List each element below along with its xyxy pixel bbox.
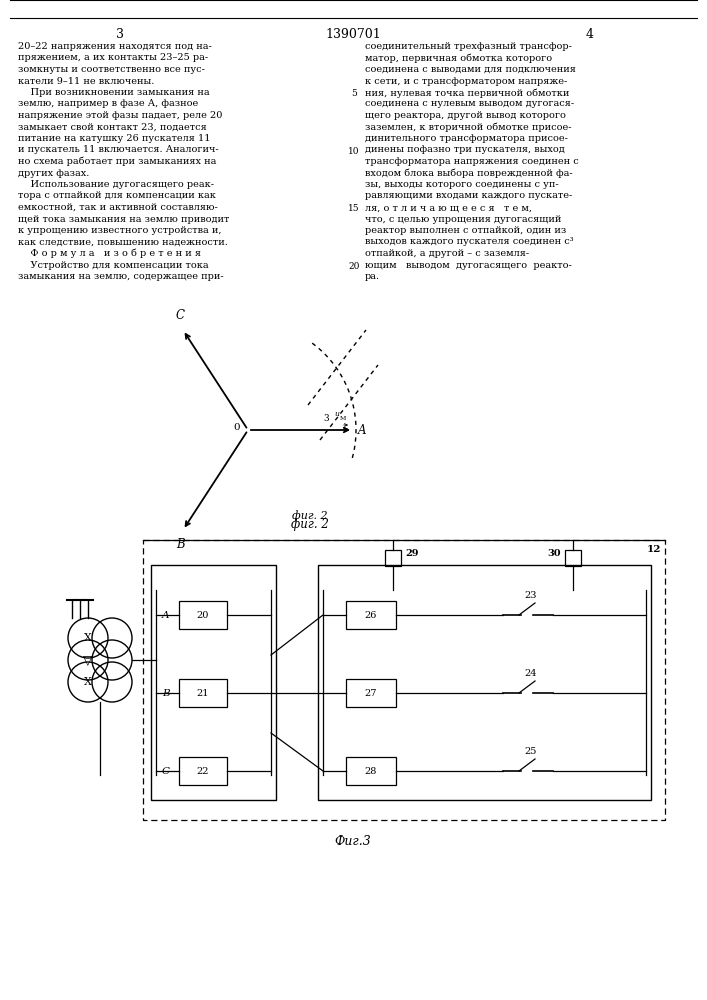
Text: Фиг.3: Фиг.3 bbox=[334, 835, 371, 848]
Text: ля, о т л и ч а ю щ е е с я   т е м,: ля, о т л и ч а ю щ е е с я т е м, bbox=[365, 203, 532, 212]
Text: 5: 5 bbox=[351, 89, 357, 98]
Text: 20: 20 bbox=[197, 610, 209, 619]
Text: 12: 12 bbox=[646, 545, 661, 554]
Text: B: B bbox=[162, 688, 170, 698]
Bar bbox=[318, 565, 651, 800]
Bar bbox=[179, 679, 227, 707]
Text: ющим   выводом  дугогасящего  реакто-: ющим выводом дугогасящего реакто- bbox=[365, 260, 572, 269]
Text: Устройство для компенсации тока: Устройство для компенсации тока bbox=[18, 260, 209, 269]
Text: динены пофазно три пускателя, выход: динены пофазно три пускателя, выход bbox=[365, 145, 565, 154]
Text: но схема работает при замыканиях на: но схема работает при замыканиях на bbox=[18, 157, 216, 166]
Text: X: X bbox=[84, 633, 92, 643]
Text: М: М bbox=[340, 416, 346, 421]
Text: реактор выполнен с отпайкой, один из: реактор выполнен с отпайкой, один из bbox=[365, 226, 566, 235]
Text: 20–22 напряжения находятся под на-: 20–22 напряжения находятся под на- bbox=[18, 42, 212, 51]
Text: пряжением, а их контакты 23–25 ра-: пряжением, а их контакты 23–25 ра- bbox=[18, 53, 208, 62]
Text: 0: 0 bbox=[233, 422, 240, 432]
Text: и пускатель 11 включается. Аналогич-: и пускатель 11 включается. Аналогич- bbox=[18, 145, 218, 154]
Text: к упрощению известного устройства и,: к упрощению известного устройства и, bbox=[18, 226, 221, 235]
Text: матор, первичная обмотка которого: матор, первичная обмотка которого bbox=[365, 53, 552, 63]
Text: напряжение этой фазы падает, реле 20: напряжение этой фазы падает, реле 20 bbox=[18, 111, 223, 120]
Bar bbox=[346, 679, 396, 707]
Text: 27: 27 bbox=[365, 688, 378, 698]
Text: щей тока замыкания на землю приводит: щей тока замыкания на землю приводит bbox=[18, 215, 229, 224]
Text: 21: 21 bbox=[197, 688, 209, 698]
Text: питание на катушку 26 пускателя 11: питание на катушку 26 пускателя 11 bbox=[18, 134, 211, 143]
Text: землю, например в фазе А, фазное: землю, например в фазе А, фазное bbox=[18, 100, 198, 108]
Text: B: B bbox=[175, 538, 185, 551]
Text: 1390701: 1390701 bbox=[325, 28, 381, 41]
Bar bbox=[143, 540, 665, 820]
Text: 15: 15 bbox=[348, 204, 360, 213]
Text: Использование дугогасящего реак-: Использование дугогасящего реак- bbox=[18, 180, 214, 189]
Text: 22: 22 bbox=[197, 766, 209, 776]
Text: зы, выходы которого соединены с уп-: зы, выходы которого соединены с уп- bbox=[365, 180, 559, 189]
Bar bbox=[179, 601, 227, 629]
Text: A: A bbox=[358, 424, 366, 436]
Text: ния, нулевая точка первичной обмотки: ния, нулевая точка первичной обмотки bbox=[365, 88, 569, 98]
Text: 20: 20 bbox=[349, 262, 360, 271]
Text: C: C bbox=[162, 766, 170, 776]
Text: трансформатора напряжения соединен с: трансформатора напряжения соединен с bbox=[365, 157, 579, 166]
Text: ра.: ра. bbox=[365, 272, 380, 281]
Text: входом блока выбора поврежденной фа-: входом блока выбора поврежденной фа- bbox=[365, 168, 573, 178]
Text: 29: 29 bbox=[405, 550, 419, 558]
Bar bbox=[385, 550, 401, 566]
Text: фиг. 2: фиг. 2 bbox=[292, 510, 328, 521]
Bar bbox=[346, 601, 396, 629]
Text: катели 9–11 не включены.: катели 9–11 не включены. bbox=[18, 77, 154, 86]
Text: что, с целью упрощения дугогасящий: что, с целью упрощения дугогасящий bbox=[365, 215, 561, 224]
Text: 28: 28 bbox=[365, 766, 378, 776]
Text: u: u bbox=[334, 410, 339, 418]
Text: заземлен, к вторичной обмотке присое-: заземлен, к вторичной обмотке присое- bbox=[365, 122, 571, 132]
Text: 3: 3 bbox=[116, 28, 124, 41]
Text: соединена с выводами для подключения: соединена с выводами для подключения bbox=[365, 65, 576, 74]
Bar bbox=[151, 565, 276, 800]
Bar bbox=[346, 757, 396, 785]
Text: других фазах.: других фазах. bbox=[18, 168, 89, 178]
Text: выходов каждого пускателя соединен с³: выходов каждого пускателя соединен с³ bbox=[365, 237, 573, 246]
Text: емкостной, так и активной составляю-: емкостной, так и активной составляю- bbox=[18, 203, 218, 212]
Text: X: X bbox=[84, 677, 92, 687]
Text: C: C bbox=[175, 309, 185, 322]
Text: равляющими входами каждого пускате-: равляющими входами каждого пускате- bbox=[365, 192, 572, 200]
Text: 4: 4 bbox=[586, 28, 594, 41]
Text: отпайкой, а другой – с заземля-: отпайкой, а другой – с заземля- bbox=[365, 249, 529, 258]
Text: 30: 30 bbox=[547, 550, 561, 558]
Text: фиг. 2: фиг. 2 bbox=[291, 518, 329, 531]
Text: тора с отпайкой для компенсации как: тора с отпайкой для компенсации как bbox=[18, 192, 216, 200]
Text: замыкает свой контакт 23, подается: замыкает свой контакт 23, подается bbox=[18, 122, 206, 131]
Bar bbox=[179, 757, 227, 785]
Text: как следствие, повышению надежности.: как следствие, повышению надежности. bbox=[18, 237, 228, 246]
Text: ▽: ▽ bbox=[83, 654, 93, 666]
Text: замыкания на землю, содержащее при-: замыкания на землю, содержащее при- bbox=[18, 272, 223, 281]
Text: 23: 23 bbox=[525, 591, 537, 600]
Text: 10: 10 bbox=[349, 147, 360, 156]
Text: зомкнуты и соответственно все пус-: зомкнуты и соответственно все пус- bbox=[18, 65, 205, 74]
Text: к сети, и с трансформатором напряже-: к сети, и с трансформатором напряже- bbox=[365, 77, 567, 86]
Text: 25: 25 bbox=[525, 747, 537, 756]
Text: соединительный трехфазный трансфор-: соединительный трехфазный трансфор- bbox=[365, 42, 572, 51]
Text: 26: 26 bbox=[365, 610, 378, 619]
Text: При возникновении замыкания на: При возникновении замыкания на bbox=[18, 88, 209, 97]
Text: динительного трансформатора присое-: динительного трансформатора присое- bbox=[365, 134, 568, 143]
Text: соединена с нулевым выводом дугогася-: соединена с нулевым выводом дугогася- bbox=[365, 100, 574, 108]
Text: 3: 3 bbox=[323, 414, 329, 423]
Text: Ф о р м у л а   и з о б р е т е н и я: Ф о р м у л а и з о б р е т е н и я bbox=[18, 249, 201, 258]
Bar bbox=[565, 550, 581, 566]
Text: 24: 24 bbox=[525, 669, 537, 678]
Text: щего реактора, другой вывод которого: щего реактора, другой вывод которого bbox=[365, 111, 566, 120]
Text: A: A bbox=[162, 610, 170, 619]
